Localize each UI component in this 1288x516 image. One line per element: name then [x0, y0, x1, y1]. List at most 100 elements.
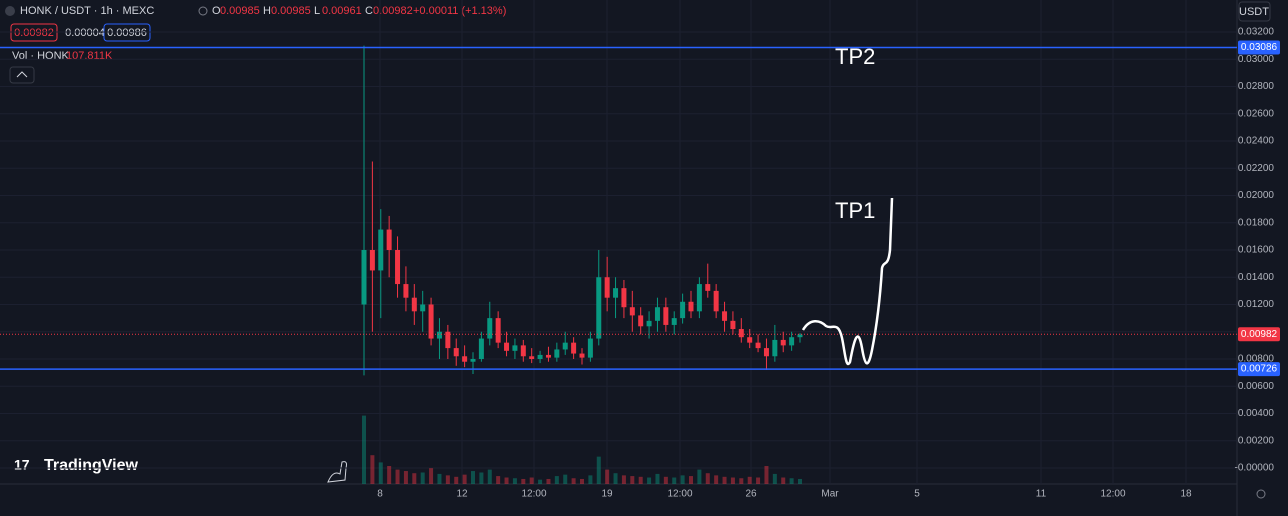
- candle-body: [470, 359, 476, 362]
- candle-body: [613, 288, 619, 298]
- candle-body: [428, 304, 434, 339]
- ohlc-key: L: [314, 5, 320, 17]
- ohlc-value: 0.00982: [373, 5, 413, 17]
- candle-body: [562, 342, 568, 350]
- volume-bar: [714, 475, 719, 484]
- x-tick-label: 8: [377, 489, 383, 500]
- ohlc-value: 0.00961: [322, 5, 362, 17]
- candle-body: [420, 304, 426, 312]
- ohlc-key: O: [212, 5, 221, 17]
- candle-body: [680, 301, 686, 319]
- volume-bar: [454, 476, 459, 484]
- price-label-box: [1238, 40, 1280, 55]
- settings-icon[interactable]: [1256, 489, 1266, 499]
- y-tick-label: 0.03200: [1238, 27, 1275, 38]
- price-label: 0.03086: [1241, 42, 1278, 53]
- price-box-label: 0.00982: [14, 27, 54, 39]
- candle-body: [738, 329, 744, 338]
- candle-body: [369, 250, 375, 271]
- x-tick-label: 12: [456, 489, 468, 500]
- volume-bar: [538, 479, 543, 484]
- candle-body: [763, 348, 769, 357]
- candle-body: [646, 320, 652, 327]
- volume-bar: [663, 476, 668, 484]
- volume-bar: [605, 469, 610, 484]
- volume-bar: [638, 476, 643, 484]
- projection-drawing: [801, 197, 894, 366]
- volume-bar: [756, 477, 761, 484]
- candle-body: [411, 297, 417, 312]
- volume-bar: [445, 475, 450, 484]
- candle-body: [780, 339, 786, 346]
- volume-bar: [412, 473, 417, 484]
- grid: 0.03200 0.03000 0.02800 0.02600 0.02400 0.022…: [0, 0, 1274, 500]
- volume-bar: [781, 477, 786, 484]
- x-tick-label: Mar: [821, 489, 839, 500]
- volume-bar: [588, 475, 593, 484]
- volume-bar: [680, 475, 685, 484]
- logo-mark: 17: [14, 457, 30, 473]
- currency-button[interactable]: [1238, 1, 1271, 22]
- volume-bar: [730, 477, 735, 484]
- volume-bar: [563, 474, 568, 484]
- candle-body: [378, 229, 384, 271]
- x-tick-label: 12:00: [667, 489, 692, 500]
- price-label: 0.00982: [1241, 329, 1278, 340]
- y-tick-label: -0.00000: [1235, 463, 1275, 474]
- volume-bar: [798, 478, 802, 484]
- volume-bar: [630, 476, 635, 484]
- y-tick-label: 0.02000: [1238, 190, 1275, 201]
- volume-bar: [378, 462, 383, 484]
- volume-bar: [672, 477, 677, 484]
- ohlc-value: 0.00985: [271, 5, 311, 17]
- y-tick-label: 0.01800: [1238, 217, 1275, 228]
- ohlc-key: C: [365, 5, 373, 17]
- y-tick-label: 0.02800: [1238, 81, 1275, 92]
- volume-bar: [689, 476, 693, 484]
- volume-bar: [739, 478, 744, 484]
- x-tick-label: 11: [1036, 489, 1047, 500]
- volume-bar: [621, 475, 626, 484]
- candle-body: [621, 288, 627, 308]
- price-label-box: [1238, 327, 1280, 342]
- candle-body: [545, 354, 551, 358]
- candle-body: [772, 339, 778, 357]
- volume-bar: [697, 469, 702, 484]
- x-tick-label: 18: [1180, 489, 1192, 500]
- x-tick-label: 12:00: [521, 489, 546, 500]
- price-label-box: [1238, 362, 1280, 377]
- candle-body: [487, 318, 493, 339]
- volume-bar: [512, 478, 517, 484]
- volume-bar: [613, 473, 618, 484]
- candle-body: [436, 331, 442, 339]
- candle-body: [504, 342, 510, 351]
- x-tick-label: 5: [914, 489, 920, 500]
- annotation: TP2: [835, 44, 875, 69]
- candle-body: [596, 277, 602, 339]
- y-tick-label: 0.03000: [1238, 54, 1275, 65]
- currency: USDT: [1239, 6, 1269, 18]
- volume-bar: [496, 476, 501, 484]
- visibility-icon[interactable]: [198, 6, 208, 16]
- volume-bar: [395, 469, 400, 484]
- candle-body: [663, 307, 669, 325]
- volume-bar: [546, 478, 551, 484]
- candle-body: [529, 356, 535, 359]
- volume-bar: [479, 472, 484, 484]
- ohlc-key: H: [263, 5, 271, 17]
- volume-bar: [504, 477, 509, 484]
- candle-body: [512, 345, 518, 351]
- volume-bar: [420, 472, 425, 484]
- candle-body: [495, 318, 501, 343]
- candle-body: [629, 307, 635, 316]
- candle-body: [453, 348, 459, 357]
- candle-body: [705, 284, 711, 291]
- candle-body: [722, 311, 728, 321]
- collapse-button[interactable]: [9, 66, 35, 84]
- change: +0.00011 (+1.13%): [413, 5, 506, 17]
- volume-bar: [429, 468, 434, 484]
- y-tick-label: 0.01400: [1238, 272, 1275, 283]
- y-tick-label: 0.00400: [1238, 408, 1275, 419]
- candle-body: [445, 331, 451, 349]
